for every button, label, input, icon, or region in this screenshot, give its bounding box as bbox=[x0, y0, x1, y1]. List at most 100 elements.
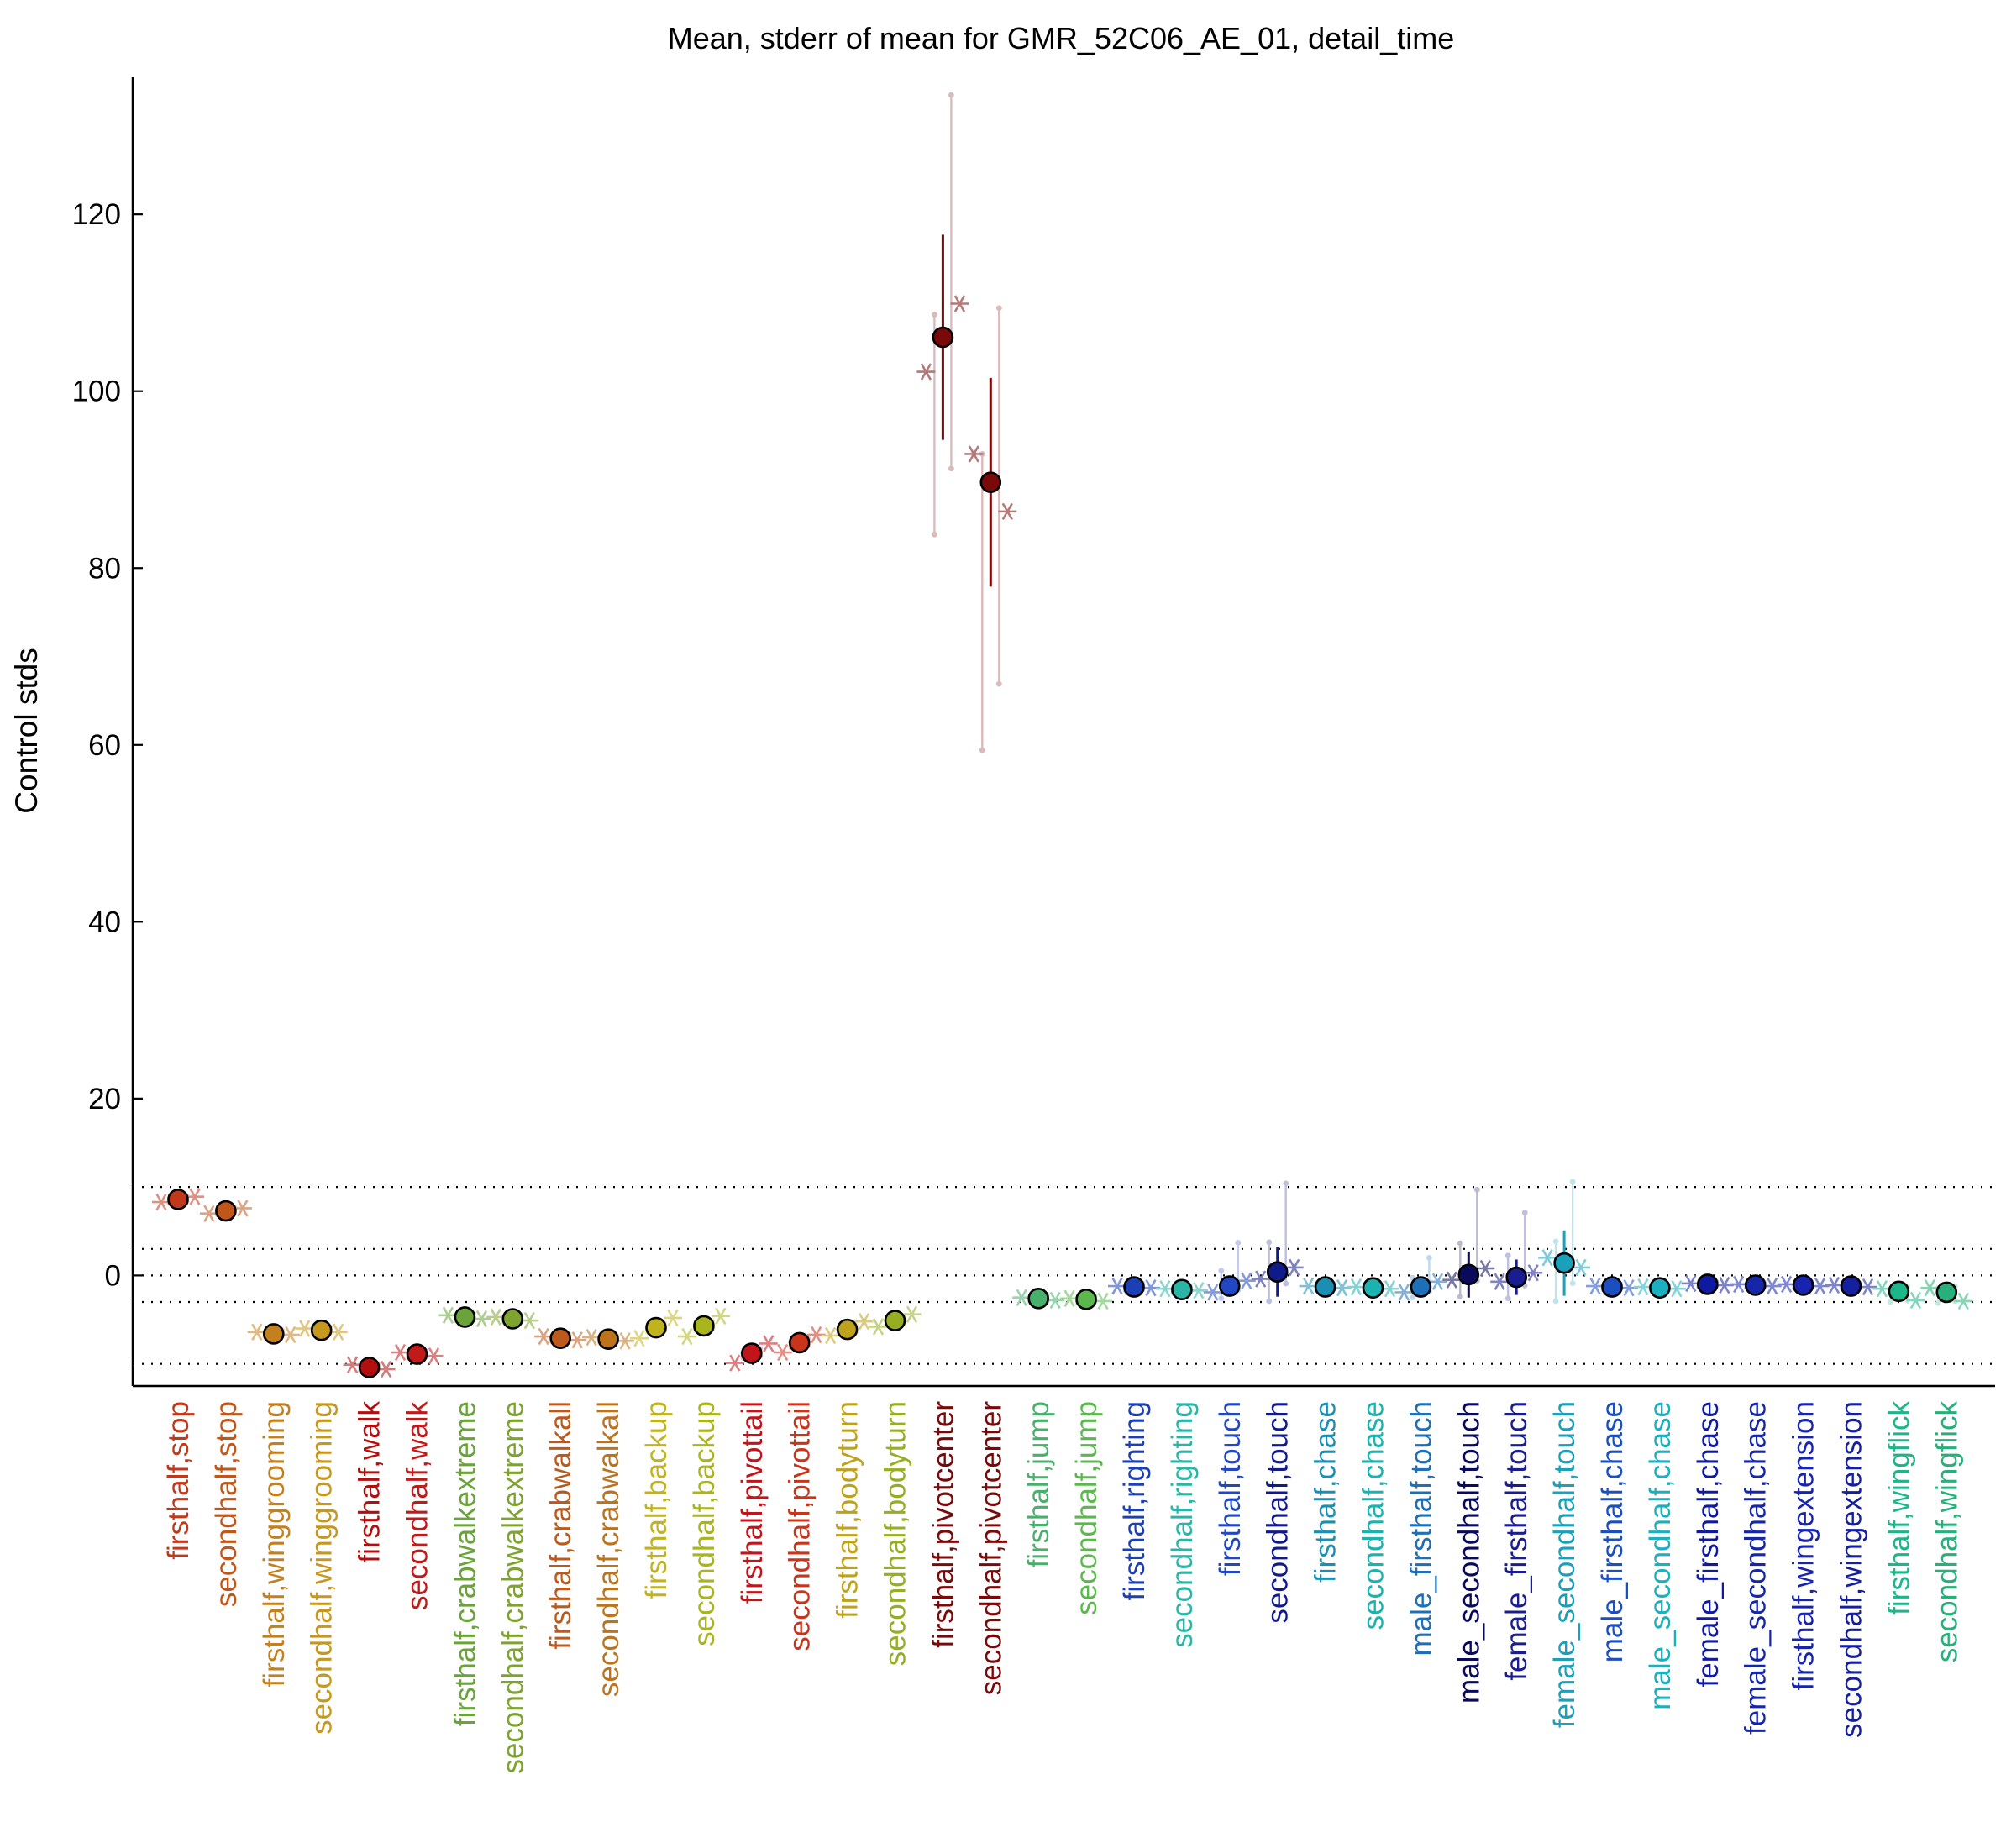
data-point-group bbox=[725, 1335, 778, 1372]
fly-mean-marker bbox=[1094, 1292, 1113, 1310]
fly-range-end bbox=[1504, 1295, 1511, 1302]
mean-marker bbox=[788, 1331, 811, 1354]
mean-marker bbox=[406, 1343, 428, 1365]
y-tick-label: 80 bbox=[88, 552, 121, 585]
fly-mean-marker bbox=[1394, 1284, 1414, 1301]
fly-mean-marker bbox=[664, 1309, 682, 1327]
mean-marker bbox=[502, 1308, 524, 1330]
fly-mean-marker bbox=[582, 1328, 601, 1347]
y-tick-label: 0 bbox=[105, 1259, 121, 1292]
fly-mean-marker bbox=[520, 1311, 539, 1330]
data-point-group bbox=[1394, 1254, 1447, 1301]
fly-range-end bbox=[1218, 1268, 1225, 1274]
fly-mean-marker bbox=[1428, 1273, 1447, 1290]
fly-range-end bbox=[1521, 1210, 1528, 1216]
data-point-group bbox=[1777, 1274, 1830, 1296]
fly-mean-marker bbox=[1237, 1272, 1256, 1289]
fly-mean-marker bbox=[854, 1312, 874, 1331]
fly-range-end bbox=[1283, 1180, 1289, 1187]
x-tick-label: firsthalf,chase bbox=[1310, 1401, 1342, 1583]
data-point-group bbox=[295, 1319, 348, 1341]
x-tick-label: secondhalf,wingflick bbox=[1930, 1401, 1963, 1663]
x-tick-label: secondhalf,jump bbox=[1070, 1401, 1103, 1615]
x-tick-label: secondhalf,wingextension bbox=[1835, 1401, 1868, 1738]
data-point-group bbox=[1586, 1276, 1638, 1298]
fly-range-end bbox=[1504, 1252, 1511, 1259]
fly-mean-marker bbox=[964, 445, 984, 463]
mean-marker bbox=[1027, 1287, 1049, 1310]
x-tick-label: male_secondhalf,chase bbox=[1644, 1401, 1677, 1710]
x-tick-label: secondhalf,winggrooming bbox=[306, 1401, 339, 1735]
fly-range-end bbox=[1457, 1240, 1463, 1247]
data-point-group bbox=[1347, 1277, 1399, 1299]
fly-mean-marker bbox=[1920, 1278, 1940, 1297]
data-point-group bbox=[152, 1188, 204, 1211]
mean-marker bbox=[740, 1342, 763, 1364]
fly-range-end bbox=[979, 747, 985, 753]
fly-mean-marker bbox=[199, 1205, 218, 1222]
mean-marker bbox=[1697, 1273, 1719, 1295]
fly-mean-marker bbox=[186, 1188, 204, 1205]
fly-mean-marker bbox=[1490, 1273, 1510, 1290]
data-point-group bbox=[1920, 1278, 1973, 1310]
y-ticks: 0 20 40 60 80 100 120 bbox=[72, 198, 143, 1292]
fly-range-end bbox=[1410, 1294, 1415, 1301]
fly-mean-marker bbox=[821, 1326, 840, 1345]
y-tick-label: 100 bbox=[72, 375, 121, 408]
mean-marker bbox=[1744, 1274, 1767, 1296]
data-point-group bbox=[247, 1323, 300, 1345]
x-tick-label: secondhalf,righting bbox=[1166, 1401, 1199, 1648]
y-axis-label: Control stds bbox=[9, 648, 44, 813]
mean-marker bbox=[262, 1323, 285, 1345]
fly-mean-marker bbox=[486, 1308, 506, 1326]
data-marks bbox=[152, 92, 1973, 1378]
x-tick-label: firsthalf,wingextension bbox=[1788, 1401, 1820, 1690]
mean-marker bbox=[454, 1306, 476, 1328]
fly-mean-marker bbox=[328, 1323, 348, 1341]
y-tick-label: 40 bbox=[88, 906, 121, 938]
y-tick-label: 120 bbox=[72, 198, 121, 231]
data-point-group bbox=[486, 1308, 539, 1330]
data-point-group bbox=[1538, 1179, 1591, 1305]
fly-mean-marker bbox=[247, 1323, 266, 1341]
fly-mean-marker bbox=[391, 1343, 410, 1362]
data-point-group bbox=[1825, 1275, 1877, 1297]
fly-range-end bbox=[948, 465, 954, 472]
data-point-group bbox=[343, 1356, 396, 1378]
data-point-group bbox=[1299, 1276, 1352, 1298]
mean-marker bbox=[358, 1357, 381, 1378]
data-point-group bbox=[869, 1305, 922, 1336]
fly-mean-marker bbox=[1954, 1292, 1973, 1310]
data-point-group bbox=[773, 1326, 826, 1362]
fly-range-end bbox=[932, 531, 937, 538]
mean-marker bbox=[1123, 1276, 1145, 1298]
data-point-group bbox=[1633, 1277, 1686, 1299]
fly-range-end bbox=[995, 680, 1002, 687]
reference-lines bbox=[133, 1186, 1995, 1365]
data-point-group bbox=[916, 92, 969, 538]
fly-range-end bbox=[1552, 1298, 1559, 1305]
fly-range-end bbox=[1266, 1298, 1273, 1305]
data-point-group bbox=[821, 1312, 874, 1345]
data-point-group bbox=[391, 1343, 444, 1365]
data-point-group bbox=[1681, 1273, 1734, 1295]
data-point-group bbox=[1251, 1180, 1304, 1305]
data-point-group bbox=[1872, 1280, 1925, 1310]
fly-mean-marker bbox=[677, 1327, 696, 1346]
fly-mean-marker bbox=[1524, 1264, 1543, 1282]
fly-range-end bbox=[995, 305, 1002, 312]
x-tick-label: firsthalf,pivottail bbox=[736, 1401, 769, 1604]
fly-mean-marker bbox=[773, 1343, 792, 1362]
fly-range-end bbox=[1569, 1280, 1576, 1287]
fly-mean-marker bbox=[568, 1331, 587, 1349]
fly-mean-marker bbox=[916, 363, 936, 381]
mean-marker bbox=[1314, 1276, 1336, 1298]
y-tick-label: 20 bbox=[88, 1083, 121, 1116]
x-tick-label: firsthalf,crabwalkall bbox=[544, 1401, 577, 1650]
x-tick-label: secondhalf,pivotcenter bbox=[974, 1401, 1007, 1696]
fly-mean-marker bbox=[950, 295, 969, 312]
mean-marker bbox=[1792, 1274, 1814, 1296]
mean-marker bbox=[1410, 1276, 1432, 1298]
fly-mean-marker bbox=[1906, 1291, 1925, 1310]
